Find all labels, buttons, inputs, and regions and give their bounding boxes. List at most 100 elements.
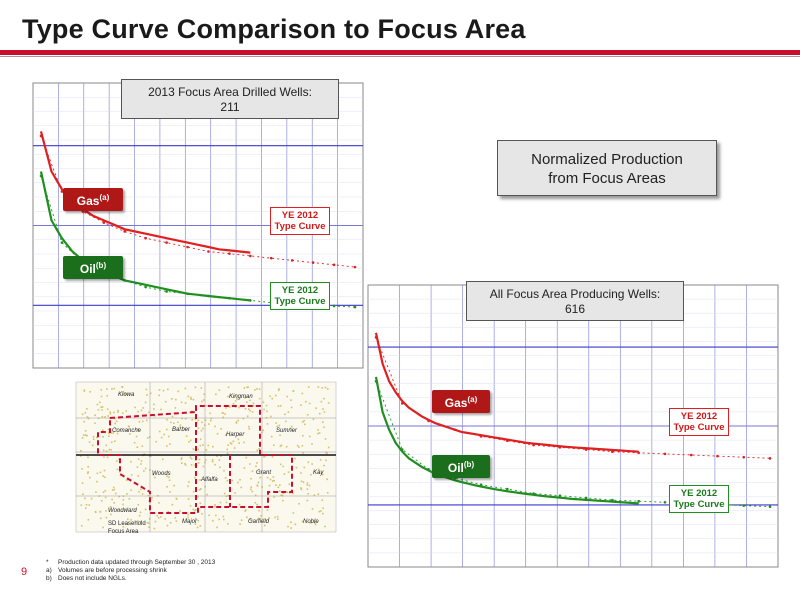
leasehold-dot xyxy=(157,517,160,519)
leasehold-dot xyxy=(137,475,140,477)
chart2-oil-ye-line2: Type Curve xyxy=(673,499,725,510)
leasehold-dot xyxy=(136,520,139,522)
leasehold-dot xyxy=(270,435,273,438)
leasehold-dot xyxy=(189,439,192,442)
leasehold-dot xyxy=(327,446,330,449)
leasehold-dot xyxy=(326,452,328,455)
leasehold-dot xyxy=(153,527,156,530)
leasehold-dot xyxy=(171,503,174,506)
leasehold-dot xyxy=(96,472,99,475)
leasehold-dot xyxy=(167,435,170,438)
leasehold-dot xyxy=(137,428,140,430)
leasehold-dot xyxy=(224,413,226,415)
leasehold-dot xyxy=(278,388,280,390)
leasehold-dot xyxy=(197,419,200,422)
leasehold-dot xyxy=(251,490,254,493)
chart1-name-line2: 211 xyxy=(220,100,240,114)
leasehold-dot xyxy=(105,510,107,512)
leasehold-dot xyxy=(302,434,304,437)
leasehold-dot xyxy=(313,521,316,524)
county-kingman: Kingman xyxy=(229,394,253,400)
leasehold-dot xyxy=(227,522,229,525)
leasehold-dot xyxy=(325,459,327,462)
leasehold-dot xyxy=(199,488,202,490)
leasehold-dot xyxy=(84,497,86,500)
leasehold-dot xyxy=(105,516,108,519)
leasehold-dot xyxy=(87,518,90,521)
map-legend: SD Leasehold Focus Area xyxy=(108,520,146,536)
chart1-gas-text: Gas xyxy=(76,194,100,208)
leasehold-dot xyxy=(89,476,91,479)
leasehold-dot xyxy=(122,525,125,528)
leasehold-dot xyxy=(211,460,214,463)
chart1-series-1-point xyxy=(311,261,315,264)
leasehold-dot xyxy=(135,435,138,438)
footnote-1: * Production data updated through Septemb… xyxy=(46,559,216,566)
leasehold-dot xyxy=(199,444,202,447)
chart1-gas-label: Gas(a) xyxy=(63,188,123,211)
chart2-series-3-point xyxy=(768,505,772,509)
leasehold-dot xyxy=(197,462,200,464)
leasehold-dot xyxy=(111,498,113,501)
leasehold-dot xyxy=(107,415,109,417)
leasehold-dot xyxy=(244,510,246,512)
leasehold-dot xyxy=(140,460,143,462)
leasehold-dot xyxy=(126,429,129,431)
leasehold-dot xyxy=(171,415,174,418)
leasehold-dot xyxy=(122,503,124,506)
leasehold-dot xyxy=(322,473,324,476)
leasehold-dot xyxy=(290,521,292,524)
leasehold-dot xyxy=(208,514,210,517)
chart1-gas-sup: (a) xyxy=(99,193,110,202)
leasehold-dot xyxy=(319,459,322,461)
leasehold-dot xyxy=(259,476,261,479)
leasehold-dot xyxy=(188,441,190,443)
leasehold-dot xyxy=(84,507,87,510)
leasehold-dot xyxy=(122,391,124,393)
leasehold-dot xyxy=(262,401,265,404)
leasehold-dot xyxy=(268,517,271,519)
leasehold-dot xyxy=(204,459,207,461)
leasehold-dot xyxy=(110,449,112,451)
leasehold-dot xyxy=(263,518,266,520)
leasehold-dot xyxy=(257,517,260,520)
leasehold-dot xyxy=(306,482,309,484)
leasehold-dot xyxy=(295,466,298,469)
leasehold-dot xyxy=(296,444,299,447)
leasehold-dot xyxy=(102,449,105,452)
title-rule xyxy=(0,50,800,55)
leasehold-dot xyxy=(292,492,294,495)
leasehold-dot xyxy=(289,427,292,430)
leasehold-dot xyxy=(194,523,197,525)
leasehold-dot xyxy=(278,490,281,493)
leasehold-dot xyxy=(81,413,84,416)
leasehold-dot xyxy=(254,501,257,504)
leasehold-dot xyxy=(158,394,161,397)
leasehold-dot xyxy=(140,463,142,465)
leasehold-dot xyxy=(83,389,86,391)
leasehold-dot xyxy=(240,519,243,521)
leasehold-dot xyxy=(97,408,100,411)
leasehold-dot xyxy=(151,496,153,499)
chart1-name-box: 2013 Focus Area Drilled Wells: 211 xyxy=(121,79,339,119)
leasehold-dot xyxy=(216,432,219,435)
leasehold-dot xyxy=(103,476,106,479)
leasehold-dot xyxy=(325,451,327,454)
leasehold-dot xyxy=(112,432,115,434)
leasehold-dot xyxy=(140,520,142,523)
leasehold-dot xyxy=(126,507,129,510)
chart1-gas-ye-line2: Type Curve xyxy=(274,221,326,232)
leasehold-dot xyxy=(214,463,216,466)
leasehold-dot xyxy=(326,491,329,494)
leasehold-dot xyxy=(269,478,272,481)
leasehold-dot xyxy=(168,476,170,479)
leasehold-dot xyxy=(169,521,172,524)
leasehold-dot xyxy=(109,411,112,414)
leasehold-dot xyxy=(317,493,320,495)
chart2-gas-text: Gas xyxy=(444,396,468,410)
leasehold-dot xyxy=(322,507,324,509)
chart1-series-1-point xyxy=(186,245,189,249)
leasehold-dot xyxy=(301,445,304,447)
footnote-1-text: Production data updated through Septembe… xyxy=(58,559,216,566)
leasehold-dot xyxy=(199,502,202,505)
